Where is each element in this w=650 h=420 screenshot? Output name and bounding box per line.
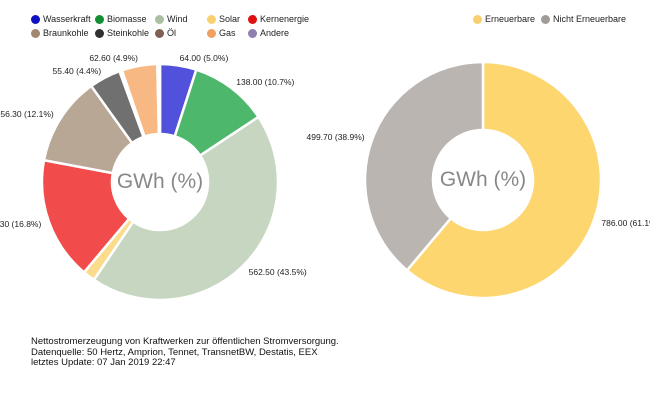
legend-dot-icon — [473, 14, 482, 24]
legend-dot-icon — [155, 28, 164, 38]
slice-nicht-erneuerbare[interactable] — [363, 60, 485, 273]
legend-label: Öl — [167, 28, 176, 38]
legend-label: Kernenergie — [260, 14, 310, 24]
slice-erneuerbare[interactable] — [405, 60, 603, 300]
legend-dot-icon — [31, 28, 40, 38]
legend-item[interactable]: Kernenergie — [248, 14, 309, 24]
footer-line1: Nettostromerzeugung von Kraftwerken zur … — [31, 336, 339, 347]
legend-item[interactable]: Öl — [155, 28, 176, 38]
data-label: 138.00 (10.7%) — [236, 76, 295, 87]
legend-item[interactable]: Steinkohle — [95, 28, 149, 38]
slice-andere[interactable] — [156, 62, 162, 136]
legend-item[interactable]: Biomasse — [95, 14, 147, 24]
legend-item[interactable]: Nicht Erneuerbare — [541, 14, 626, 24]
data-label: 786.00 (61.1%) — [601, 218, 650, 229]
legend-dot-icon — [95, 14, 104, 24]
legend-item[interactable]: Solar — [207, 14, 240, 24]
data-label: 55.40 (4.4%) — [52, 65, 102, 76]
legend-dot-icon — [95, 28, 104, 38]
legend-label: Gas — [219, 28, 236, 38]
data-label: 62.60 (4.9%) — [89, 52, 138, 63]
legend-label: Biomasse — [107, 14, 147, 24]
footer: Nettostromerzeugung von Kraftwerken zur … — [31, 336, 339, 369]
legend-dot-icon — [207, 28, 216, 38]
legend-item[interactable]: Erneuerbare — [473, 14, 535, 24]
data-label: 499.70 (38.9%) — [306, 131, 365, 142]
legend-item[interactable]: Andere — [248, 28, 289, 38]
legend-label: Steinkohle — [107, 28, 150, 38]
center-title: GWh (%) — [439, 168, 527, 191]
legend-dot-icon — [541, 14, 550, 24]
legend-dot-icon — [155, 14, 164, 24]
center-title: GWh (%) — [116, 170, 204, 193]
legend-item[interactable]: Gas — [207, 28, 236, 38]
legend-dot-icon — [31, 14, 40, 24]
data-label: 216.30 (16.8%) — [0, 219, 42, 230]
legend-dot-icon — [207, 14, 216, 24]
slice-kernenergie[interactable] — [40, 158, 131, 275]
footer-line3: letztes Update: 07 Jan 2019 22:47 — [31, 357, 176, 368]
footer-line2: Datenquelle: 50 Hertz, Amprion, Tennet, … — [31, 346, 318, 358]
legend-item[interactable]: Braunkohle — [31, 28, 89, 38]
legend-label: Erneuerbare — [485, 14, 536, 24]
legend-label: Nicht Erneuerbare — [553, 14, 627, 24]
data-label: 562.50 (43.5%) — [248, 266, 307, 277]
legend-item[interactable]: Wind — [155, 14, 188, 24]
legend-label: Wasserkraft — [43, 14, 91, 24]
legend-dot-icon — [248, 14, 257, 24]
legend-dot-icon — [248, 28, 257, 38]
data-label: 64.00 (5.0%) — [179, 52, 229, 63]
legend-label: Wind — [167, 14, 188, 24]
slice-wind[interactable] — [92, 115, 280, 302]
data-label: 156.30 (12.1%) — [0, 109, 54, 120]
legend-label: Braunkohle — [43, 28, 89, 38]
legend-item[interactable]: Wasserkraft — [31, 14, 91, 24]
legend-label: Solar — [219, 14, 241, 24]
legend-label: Andere — [260, 28, 290, 38]
